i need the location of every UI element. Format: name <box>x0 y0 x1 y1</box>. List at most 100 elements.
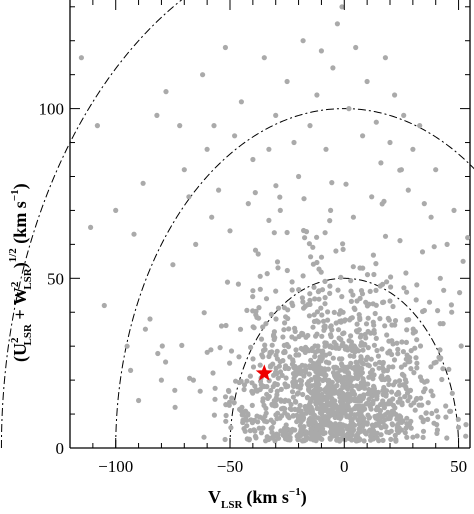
data-point <box>414 395 420 402</box>
data-point <box>355 375 361 382</box>
data-point <box>298 345 304 352</box>
data-point <box>354 361 360 367</box>
data-point <box>381 384 387 391</box>
data-point <box>318 427 324 433</box>
data-point <box>396 378 403 384</box>
data-point <box>336 311 342 317</box>
data-point <box>260 347 267 354</box>
data-point <box>451 207 457 213</box>
data-point <box>360 347 366 353</box>
data-point <box>338 274 344 280</box>
data-point <box>339 4 345 10</box>
data-point <box>313 401 319 407</box>
data-point <box>403 379 409 385</box>
data-point <box>360 376 366 382</box>
data-point <box>360 407 366 413</box>
data-point <box>369 194 375 200</box>
data-point <box>384 332 390 338</box>
data-point <box>269 424 275 431</box>
data-point <box>302 369 309 375</box>
data-point <box>273 398 279 404</box>
data-point <box>386 401 392 407</box>
data-point <box>285 413 291 419</box>
data-point <box>291 375 297 381</box>
data-points <box>78 4 470 444</box>
data-point <box>172 387 178 393</box>
data-point <box>289 279 295 285</box>
data-point <box>420 434 426 440</box>
data-point <box>320 348 326 354</box>
data-point <box>140 180 146 186</box>
data-point <box>318 48 324 54</box>
data-point <box>404 415 410 421</box>
data-point <box>319 333 325 339</box>
data-point <box>367 370 373 376</box>
data-point <box>268 311 274 317</box>
data-point <box>437 275 443 281</box>
data-point <box>412 407 418 413</box>
data-point <box>334 21 340 27</box>
data-point <box>426 299 433 305</box>
data-point <box>352 391 358 397</box>
data-point <box>269 402 275 408</box>
data-point <box>392 318 399 324</box>
data-point <box>404 327 410 333</box>
data-point <box>312 363 318 369</box>
data-point <box>345 370 351 376</box>
data-point <box>236 354 242 360</box>
data-point <box>124 343 130 349</box>
data-point <box>312 388 319 394</box>
data-point <box>273 369 279 375</box>
data-point <box>318 399 324 405</box>
x-tick-label: 0 <box>340 457 349 476</box>
data-point <box>373 287 379 293</box>
data-point <box>243 414 249 420</box>
data-point <box>250 308 256 314</box>
data-point <box>389 421 395 427</box>
data-point <box>307 297 313 303</box>
data-point <box>358 354 364 360</box>
data-point <box>303 429 309 435</box>
data-point <box>362 341 368 347</box>
data-point <box>232 133 238 139</box>
data-point <box>316 288 322 294</box>
data-point <box>437 356 443 362</box>
data-point <box>287 437 293 443</box>
data-point <box>261 402 267 408</box>
data-point <box>328 324 334 330</box>
data-point <box>380 365 386 371</box>
data-point <box>430 393 436 399</box>
data-point <box>306 348 312 354</box>
data-point <box>369 422 375 428</box>
data-point <box>332 414 338 421</box>
data-point <box>397 396 403 402</box>
data-point <box>193 241 199 247</box>
data-point <box>385 374 391 380</box>
data-point <box>293 347 299 353</box>
data-point <box>421 307 427 314</box>
data-point <box>357 436 363 442</box>
data-point <box>359 370 365 376</box>
data-point <box>302 404 308 410</box>
data-point <box>275 375 281 381</box>
data-point <box>388 436 394 442</box>
data-point <box>296 173 302 180</box>
data-point <box>201 434 207 440</box>
data-point <box>342 365 348 371</box>
data-point <box>420 428 427 434</box>
data-point <box>248 344 254 350</box>
data-point <box>422 386 428 392</box>
data-point <box>249 420 255 426</box>
data-point <box>413 355 419 361</box>
data-point <box>244 307 250 313</box>
data-point <box>356 429 362 435</box>
data-point <box>406 421 412 427</box>
data-point <box>444 241 450 247</box>
data-point <box>440 366 446 372</box>
data-point <box>374 435 380 441</box>
data-point <box>264 384 270 390</box>
data-point <box>342 437 348 443</box>
data-point <box>274 356 280 362</box>
data-point <box>306 421 312 428</box>
data-point <box>339 294 345 300</box>
